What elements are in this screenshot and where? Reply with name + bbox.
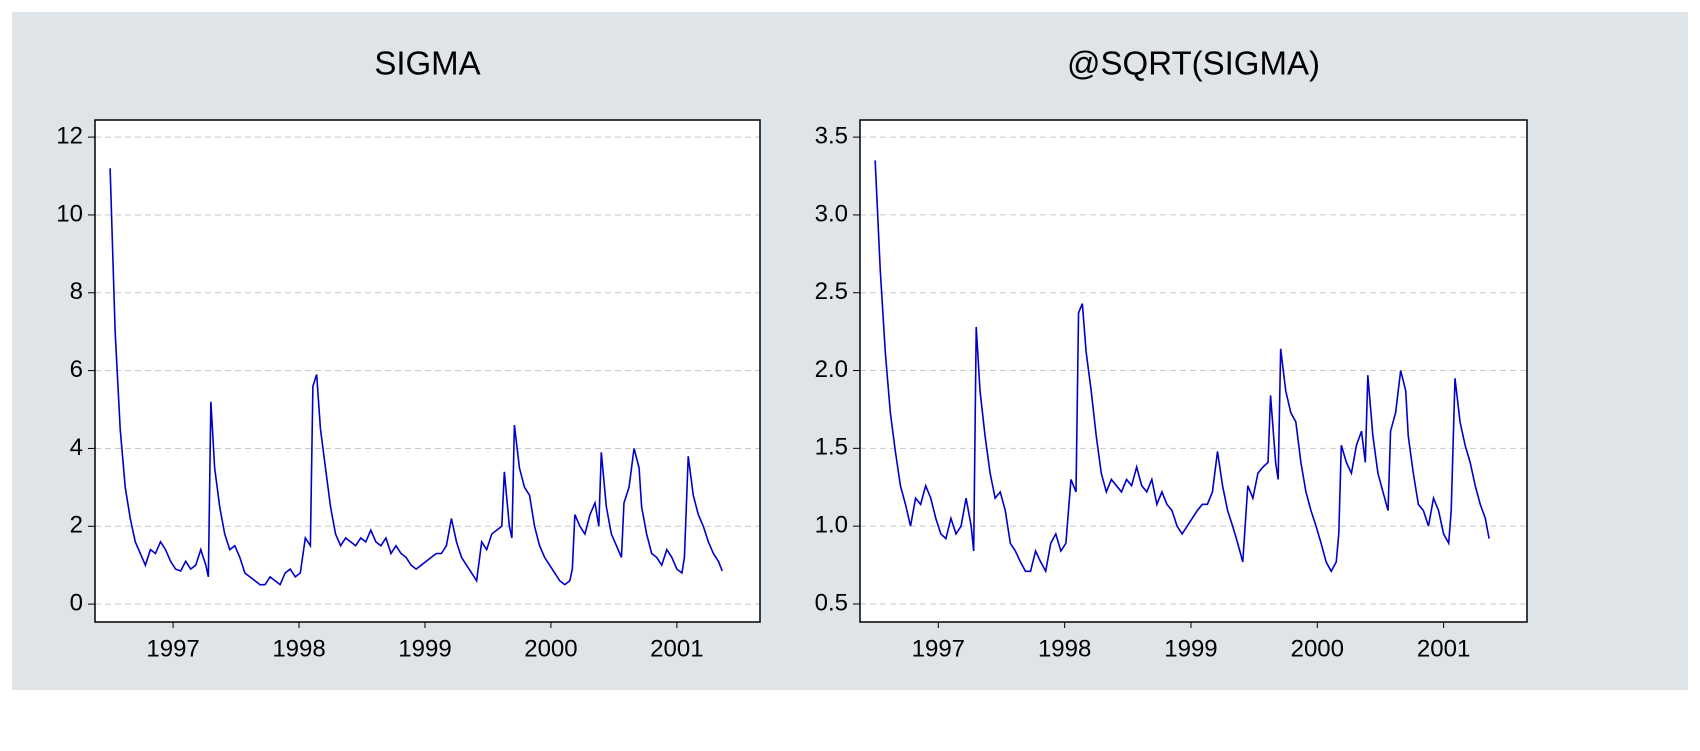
chart-title: @SQRT(SIGMA) xyxy=(1067,45,1320,82)
x-tick-label: 1997 xyxy=(912,635,965,662)
y-tick-label: 4 xyxy=(70,434,83,461)
y-tick-label: 3.0 xyxy=(815,200,848,227)
x-tick-label: 2000 xyxy=(1291,635,1344,662)
y-tick-label: 2.0 xyxy=(815,356,848,383)
series-line xyxy=(874,160,1490,574)
plot-frame xyxy=(94,119,761,623)
x-tick-label: 1999 xyxy=(1164,635,1217,662)
series-line xyxy=(109,168,723,586)
y-tick-label: 12 xyxy=(56,122,83,149)
x-tick-label: 2001 xyxy=(650,635,703,662)
y-tick-label: 1.0 xyxy=(815,511,848,538)
y-tick-label: 0.5 xyxy=(815,589,848,616)
x-tick-label: 1998 xyxy=(1038,635,1091,662)
chart-title: SIGMA xyxy=(374,45,480,82)
y-tick-label: 10 xyxy=(56,200,83,227)
plot-frame xyxy=(859,119,1528,623)
x-tick-label: 1999 xyxy=(398,635,451,662)
y-tick-label: 6 xyxy=(70,356,83,383)
y-tick-label: 2 xyxy=(70,512,83,539)
y-tick-label: 8 xyxy=(70,278,83,305)
y-tick-label: 2.5 xyxy=(815,278,848,305)
x-tick-label: 1997 xyxy=(146,635,199,662)
y-tick-label: 0 xyxy=(70,589,83,616)
x-tick-label: 2000 xyxy=(524,635,577,662)
x-tick-label: 2001 xyxy=(1417,635,1470,662)
y-tick-label: 3.5 xyxy=(815,122,848,149)
y-tick-label: 1.5 xyxy=(815,434,848,461)
x-tick-label: 1998 xyxy=(272,635,325,662)
